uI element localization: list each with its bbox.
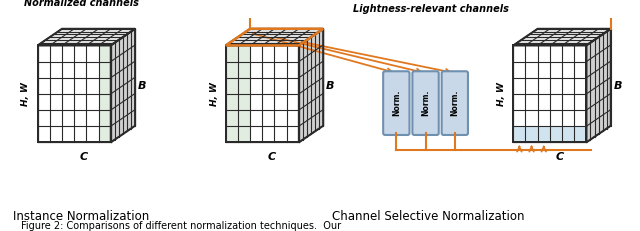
Text: Norm.: Norm. [392,90,401,116]
Polygon shape [513,126,586,142]
Text: Channel Selective Normalization: Channel Selective Normalization [332,210,524,223]
Text: Norm.: Norm. [421,90,430,116]
Polygon shape [513,29,611,46]
Polygon shape [513,46,586,142]
Text: Instance Normalization: Instance Normalization [13,210,150,223]
Text: Norm.: Norm. [451,90,460,116]
FancyBboxPatch shape [383,71,410,135]
Polygon shape [226,46,299,142]
Text: C: C [556,152,564,162]
Polygon shape [111,29,135,142]
Polygon shape [238,46,250,142]
Text: Figure 2: Comparisons of different normalization techniques.  Our: Figure 2: Comparisons of different norma… [21,221,341,231]
Text: B: B [326,81,335,91]
Text: C: C [80,152,88,162]
FancyBboxPatch shape [412,71,439,135]
Polygon shape [226,46,238,142]
Text: B: B [138,81,147,91]
Polygon shape [99,46,111,142]
Text: H, W: H, W [209,82,219,106]
Polygon shape [586,29,611,142]
FancyBboxPatch shape [442,71,468,135]
Text: H, W: H, W [497,82,506,106]
Text: Lightness-relevant channels: Lightness-relevant channels [353,4,508,14]
Polygon shape [38,46,111,142]
Text: C: C [268,152,276,162]
Polygon shape [38,29,135,46]
Polygon shape [299,29,323,142]
Text: H, W: H, W [22,82,31,106]
Polygon shape [226,29,323,46]
Text: Normalized channels: Normalized channels [24,0,139,9]
Text: B: B [614,81,622,91]
